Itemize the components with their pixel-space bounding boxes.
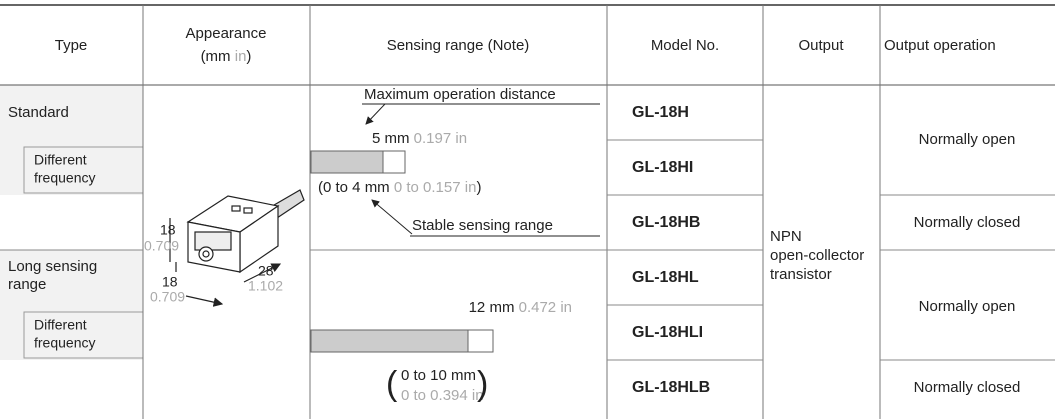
range-bar: [310, 150, 384, 174]
paren: ): [477, 365, 488, 403]
output: transistor: [770, 266, 832, 283]
type-label: Long sensing: [8, 258, 97, 275]
dim-mm: 18: [160, 222, 176, 238]
model: GL-18HB: [632, 214, 700, 231]
range-bar: [382, 150, 406, 174]
col-lines: [142, 5, 881, 419]
type-label: range: [8, 276, 46, 293]
model: GL-18HLB: [632, 379, 710, 396]
col-header: Output operation: [884, 37, 996, 54]
paren: (: [386, 365, 398, 403]
type-sub: frequency: [34, 335, 95, 351]
model: GL-18HI: [632, 159, 693, 176]
range-value: 12 mm 0.472 in: [469, 299, 572, 316]
operation: Normally closed: [914, 214, 1021, 231]
range-bar: [467, 329, 494, 353]
range-value: 0 to 10 mm: [401, 367, 476, 384]
dim-mm: 18: [162, 274, 178, 290]
output: open-collector: [770, 247, 864, 264]
model: GL-18HL: [632, 269, 699, 286]
model: GL-18HLI: [632, 324, 703, 341]
output: NPN: [770, 228, 802, 245]
col-header: Appearance: [186, 25, 267, 42]
range-label: Maximum operation distance: [364, 86, 556, 103]
col-header: Type: [55, 37, 88, 54]
type-label: Standard: [8, 104, 69, 121]
model: GL-18H: [632, 104, 689, 121]
dim-in: 1.102: [248, 278, 283, 294]
dim-in: 0.709: [150, 289, 185, 305]
col-header: (mm in): [201, 48, 252, 65]
range-value: 0 to 0.394 in: [401, 387, 484, 404]
sub-box: [23, 146, 144, 194]
dim-mm: 28: [258, 263, 274, 279]
type-sub: frequency: [34, 170, 95, 186]
type-sub: Different: [34, 317, 87, 333]
operation: Normally open: [919, 298, 1016, 315]
type-sub: Different: [34, 152, 87, 168]
col-header: Model No.: [651, 37, 719, 54]
operation: Normally closed: [914, 379, 1021, 396]
range-value: (0 to 4 mm 0 to 0.157 in): [318, 179, 481, 196]
range-bar: [310, 329, 469, 353]
col-header: Sensing range (Note): [387, 37, 530, 54]
row-lines: [0, 139, 1055, 361]
arrow: [371, 199, 413, 235]
operation: Normally open: [919, 131, 1016, 148]
dim-in: 0.709: [144, 238, 179, 254]
range-value: 5 mm 0.197 in: [372, 130, 467, 147]
sensor-drawing: [169, 189, 305, 307]
range-label: Stable sensing range: [412, 217, 553, 234]
col-header: Output: [798, 37, 844, 54]
arrow: [365, 103, 386, 125]
